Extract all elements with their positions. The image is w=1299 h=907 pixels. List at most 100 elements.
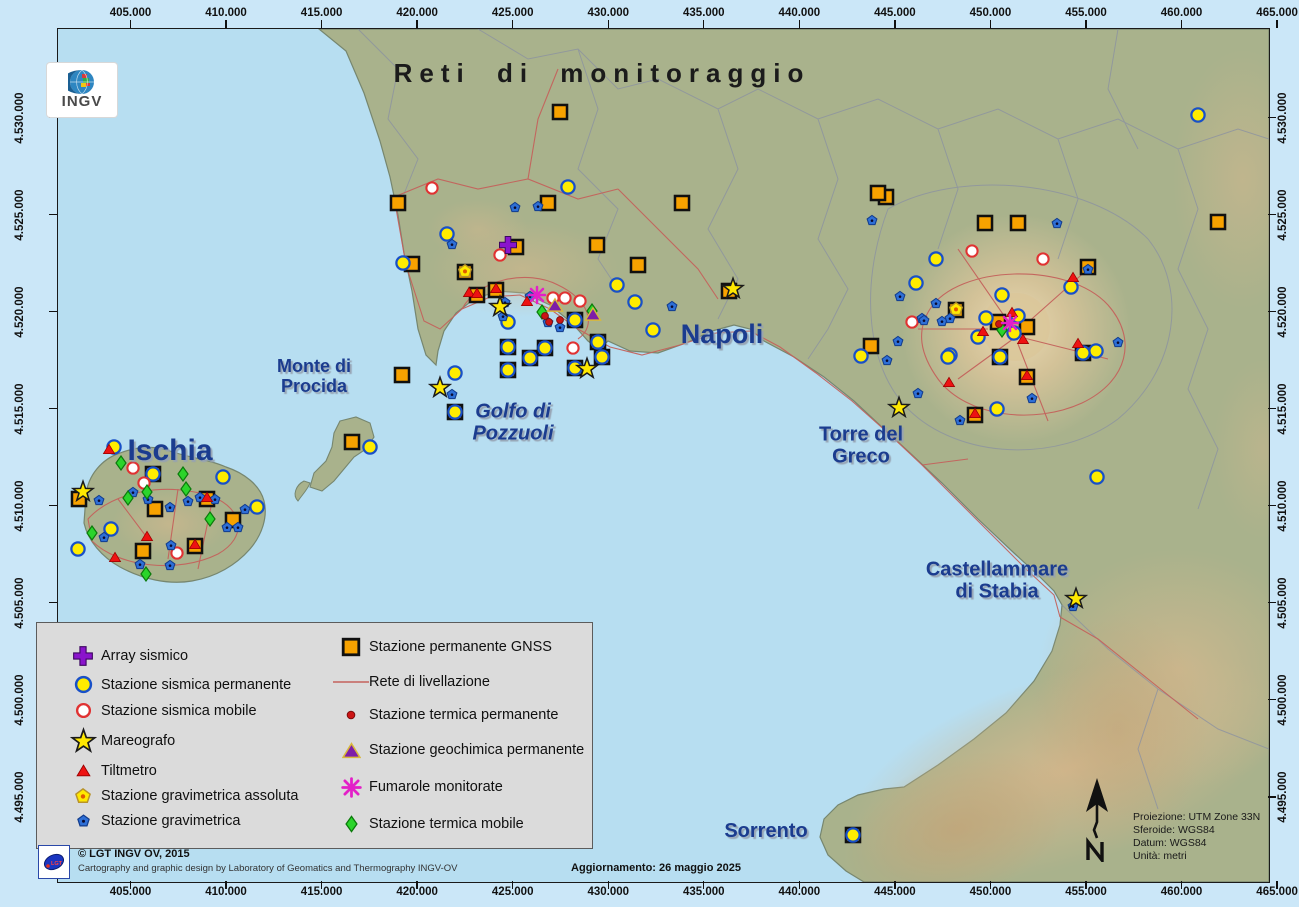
grav-marker [866, 214, 879, 227]
term-mob-marker [204, 510, 216, 528]
grav-marker [239, 503, 252, 516]
gnss-marker [976, 214, 994, 232]
axis-tick-mark [49, 116, 57, 119]
map-title: Reti di monitoraggio [393, 58, 811, 88]
axis-tick-mark [894, 881, 896, 889]
place-label-torre: Torre del Greco [818, 423, 904, 468]
axis-tick-label: 440.000 [778, 886, 821, 898]
grav-abs-marker [457, 263, 473, 279]
axis-tick-mark [798, 20, 801, 28]
seis-perm-marker [908, 275, 925, 292]
seis-mob-marker [170, 546, 185, 561]
axis-tick-mark [129, 881, 132, 889]
axis-tick-label: 415.000 [300, 7, 343, 19]
legend-item-label: Stazione permanente GNSS [369, 639, 552, 655]
grav-marker [232, 521, 245, 534]
axis-tick-mark [49, 407, 57, 410]
grav-marker [1026, 392, 1039, 405]
seis-perm-marker [609, 277, 626, 294]
legend-item-label: Stazione termica permanente [369, 707, 559, 724]
axis-tick-mark [1268, 796, 1276, 798]
axis-tick-label: 4.530.000 [14, 91, 26, 144]
axis-tick-label: 465.000 [1256, 886, 1298, 898]
axis-tick-mark [703, 20, 705, 28]
axis-tick-mark [416, 881, 418, 889]
axis-tick-mark [1268, 213, 1276, 216]
axis-tick-label: 4.505.000 [14, 577, 26, 629]
levelling-icon [333, 678, 369, 686]
axis-tick-mark [512, 20, 514, 28]
axis-tick-mark [1180, 881, 1183, 889]
vivara-islet [294, 480, 311, 502]
gnss-marker [146, 500, 164, 518]
grav-marker [1112, 336, 1125, 349]
legend-item-label: Rete di livellazione [369, 674, 490, 691]
axis-tick-label: 420.000 [396, 7, 438, 19]
axis-tick-label: 410.000 [205, 886, 247, 898]
axis-tick-label: 435.000 [683, 7, 725, 19]
seis-perm-marker [395, 255, 412, 272]
fumarole-marker [1000, 313, 1020, 333]
grav-marker [912, 387, 925, 400]
seis-mob-marker [965, 244, 980, 259]
seis-mob-icon [65, 702, 101, 719]
geochem-marker [546, 297, 564, 314]
seis-perm-marker [853, 348, 870, 365]
seis-mob-marker [1036, 252, 1051, 267]
axis-tick-label: 420.000 [396, 886, 438, 898]
seis-mob-marker [573, 294, 588, 309]
axis-tick-mark [1276, 20, 1278, 28]
seis-perm-marker [992, 349, 1009, 366]
grav-marker [165, 539, 178, 552]
legend-item-mareografo: Mareografo [65, 727, 327, 754]
legend-item-label: Stazione sismica mobile [101, 702, 257, 719]
grav-marker [221, 521, 234, 534]
axis-tick-label: 4.520.000 [1277, 286, 1289, 338]
gnss-marker [551, 103, 569, 121]
axis-tick-label: 465.000 [1256, 7, 1298, 19]
term-perm-marker [541, 312, 550, 321]
place-label-ischia: Ischia [127, 434, 213, 468]
place-label-castellammare: Castellammare di Stabia [925, 558, 1069, 603]
lgt-logo: LGT [38, 845, 70, 879]
legend-item-term-mob: Stazione termica mobile [333, 815, 589, 833]
projection-line: Unità: metri [1133, 850, 1187, 862]
seis-mob-marker [558, 291, 573, 306]
tilt-marker [108, 551, 122, 564]
ingv-logo-text: INGV [61, 93, 103, 110]
axis-tick-mark [1180, 20, 1183, 28]
tilt-marker [976, 325, 990, 338]
grav-marker [446, 238, 459, 251]
seis-perm-marker [103, 521, 120, 538]
grav-marker [930, 297, 943, 310]
legend-column-left: Array sismico Stazione sismica permanente… [65, 645, 327, 829]
seis-mob-marker [126, 461, 141, 476]
legend-item-label: Array sismico [101, 648, 189, 664]
mareografo-marker [70, 479, 96, 503]
grav-marker [894, 290, 907, 303]
tilt-marker [942, 376, 956, 389]
legend-column-right: Stazione permanente GNSS Rete di livellaz… [333, 637, 589, 833]
axis-tick-mark [320, 20, 323, 28]
tilt-marker [102, 443, 116, 456]
seis-perm-marker [362, 439, 379, 456]
axis-tick-mark [49, 213, 57, 216]
gnss-marker [673, 194, 691, 212]
axis-tick-mark [1268, 407, 1276, 410]
tilt-icon [65, 763, 101, 778]
term-mob-marker [141, 483, 153, 501]
seis-perm-marker [590, 334, 607, 351]
gnss-marker [862, 337, 880, 355]
geochem-marker [584, 306, 602, 323]
term-mob-marker [140, 565, 152, 583]
seis-perm-icon [65, 675, 101, 694]
seis-perm-marker [249, 499, 266, 516]
seis-perm-marker [845, 827, 862, 844]
seis-mob-marker [493, 248, 508, 263]
term-mob-marker [122, 489, 134, 507]
axis-tick-mark [416, 20, 418, 28]
mareografo-marker [720, 276, 746, 300]
geochem-icon [333, 741, 369, 760]
svg-text:LGT: LGT [51, 861, 63, 867]
grav-marker [532, 200, 545, 213]
